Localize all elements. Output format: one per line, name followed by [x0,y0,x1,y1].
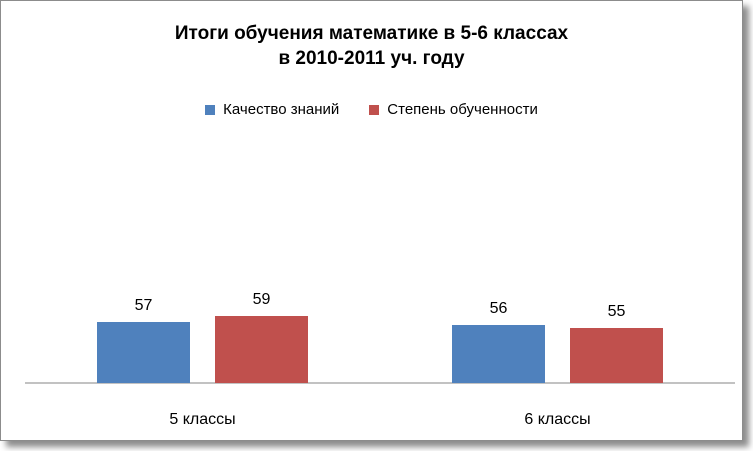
bar-quality-2 [452,325,545,383]
legend-swatch-quality [205,104,216,115]
data-label-learning-2: 55 [608,303,626,320]
legend-swatch-learning [369,104,380,115]
legend-item-learning: Степень обученности [369,101,538,118]
data-label-quality-2: 56 [490,300,508,317]
chart-title: Итоги обучения математике в 5-6 классах … [1,21,742,71]
category-label-2: 6 классы [524,411,590,428]
chart-frame: Итоги обучения математике в 5-6 классах … [0,0,743,441]
legend-label-learning: Степень обученности [387,101,538,118]
category-label-1: 5 классы [169,411,235,428]
chart-title-line-2: в 2010-2011 уч. году [278,48,465,69]
data-label-learning-1: 59 [253,291,271,308]
data-label-quality-1: 57 [135,297,153,314]
bar-learning-2 [570,328,663,383]
chart-title-line-1: Итоги обучения математике в 5-6 классах [174,23,569,44]
bar-quality-1 [97,322,190,383]
legend: Качество знаний Степень обученности [1,101,742,118]
legend-item-quality: Качество знаний [205,101,339,118]
legend-label-quality: Качество знаний [223,101,340,118]
plot-area: 57 59 5 классы 56 55 6 классы [25,291,735,428]
bar-learning-1 [215,316,308,383]
